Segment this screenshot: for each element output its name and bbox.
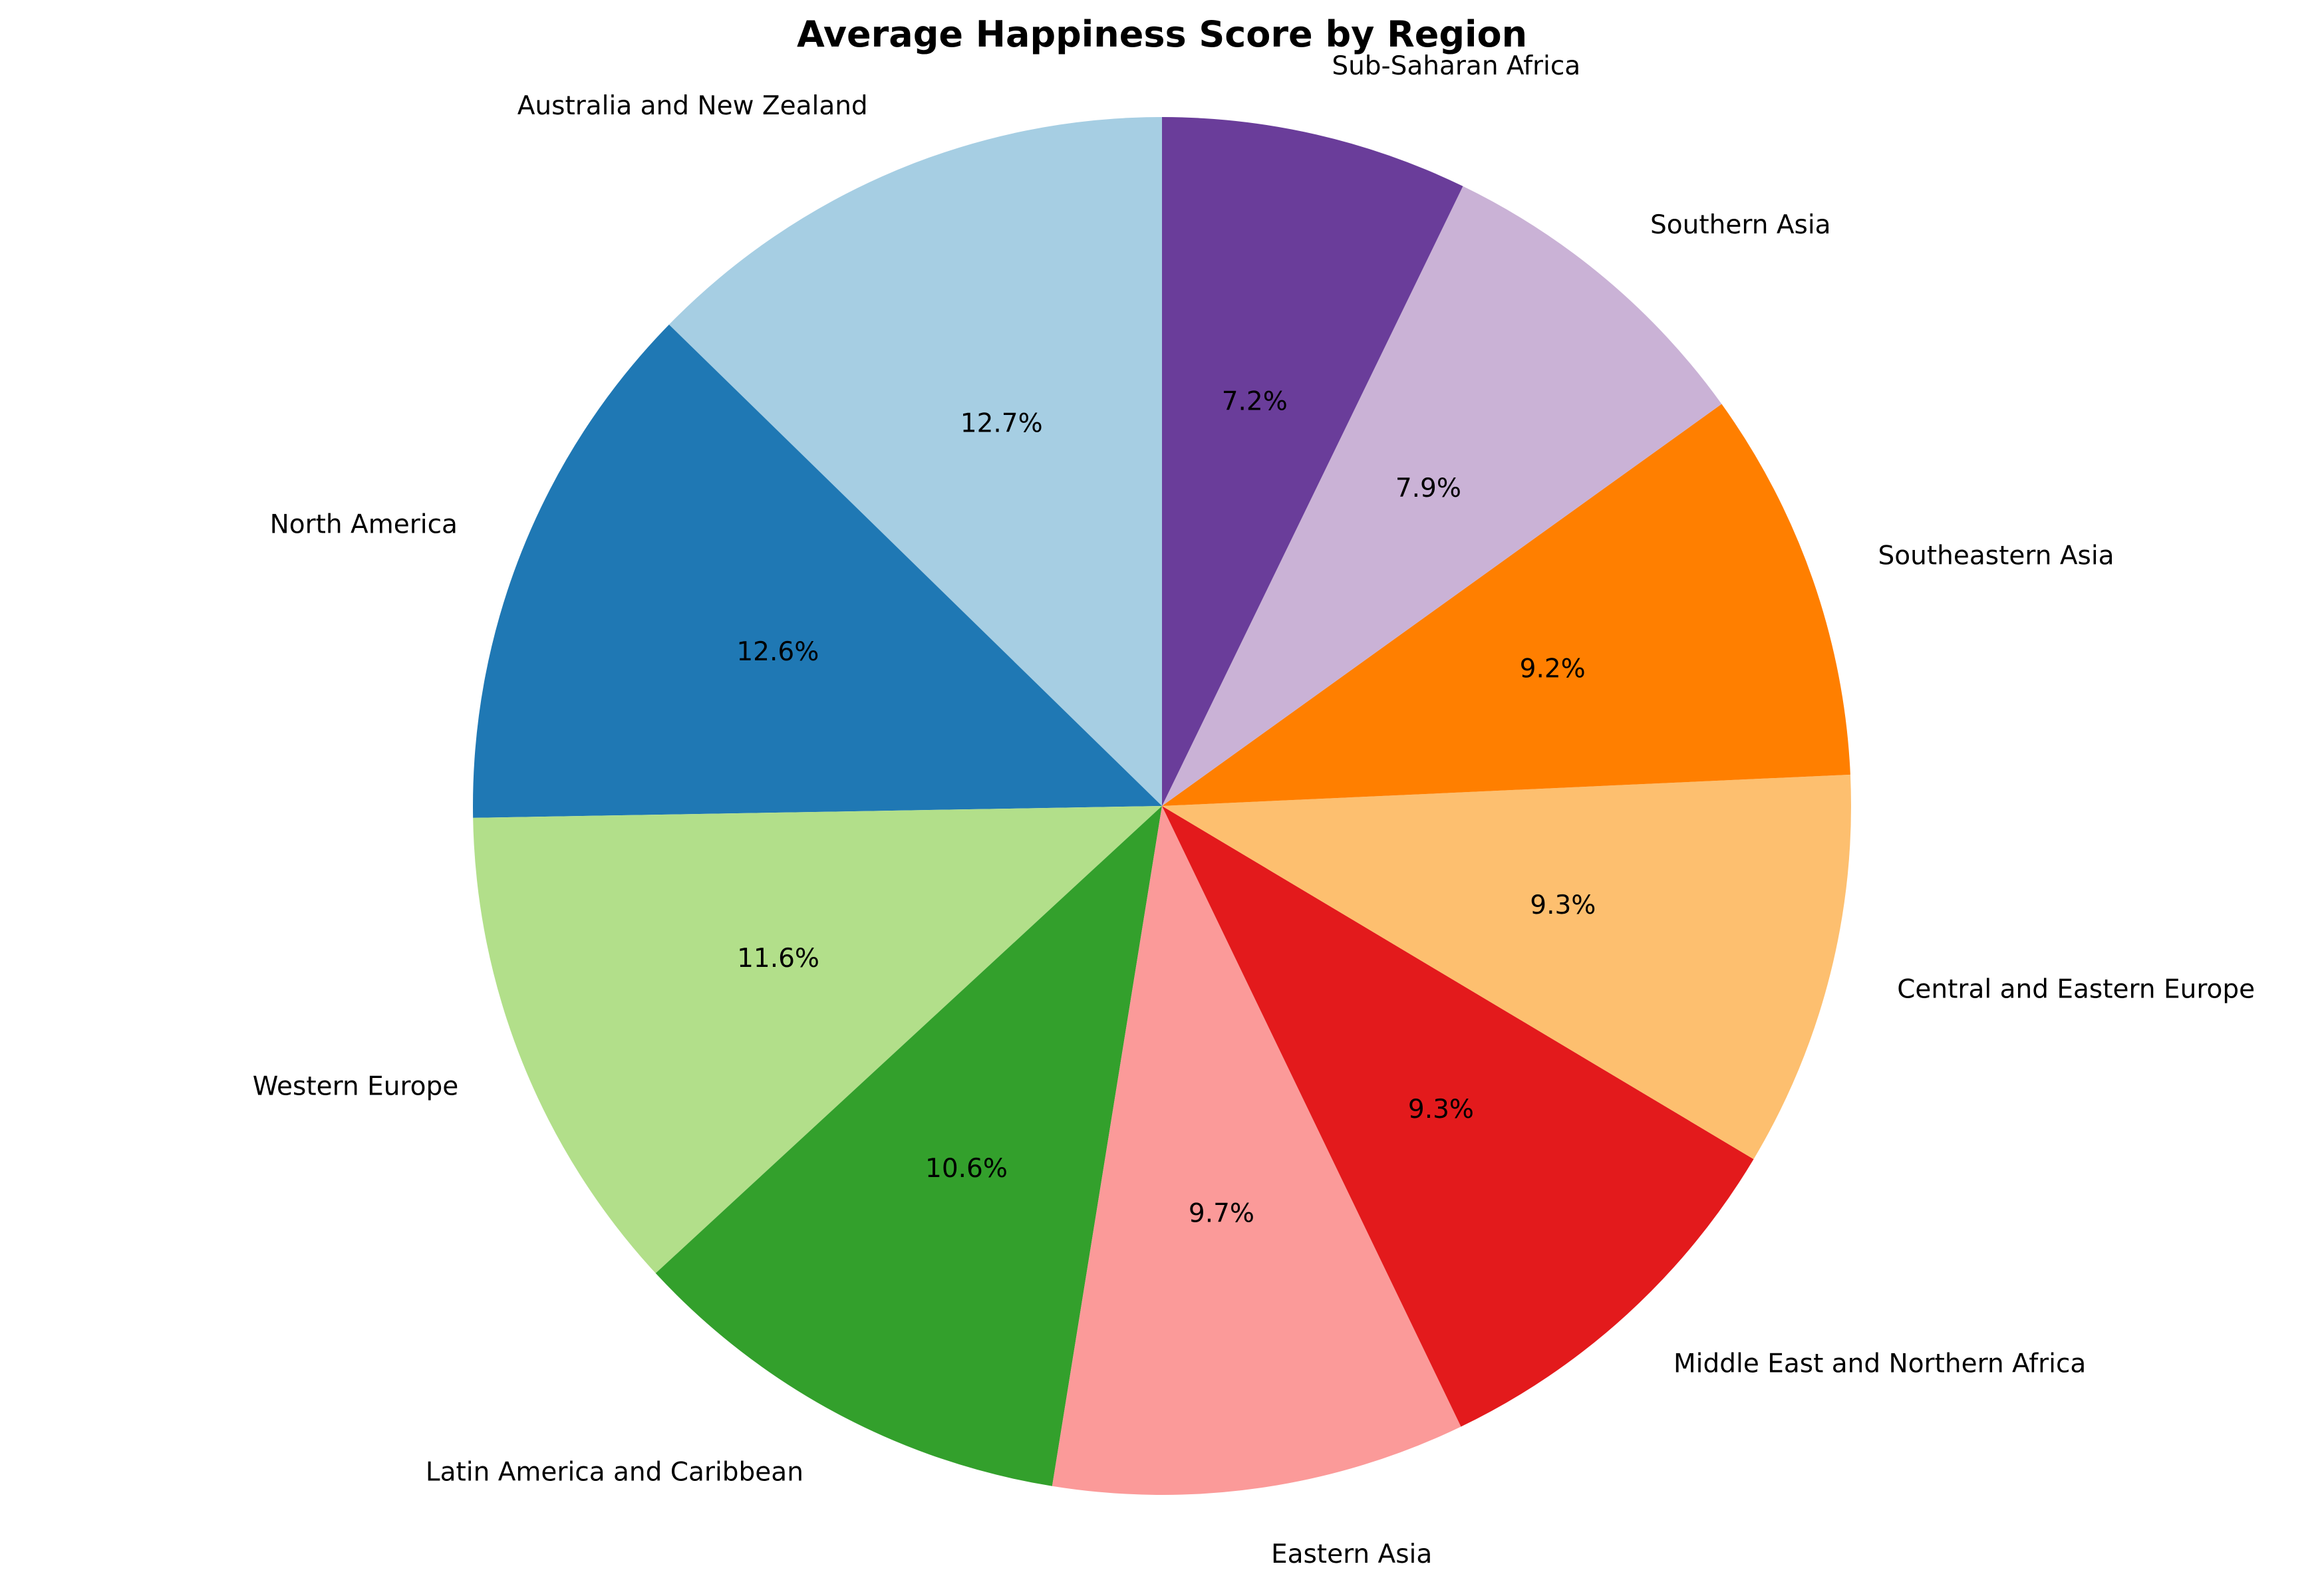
pie-slice-latin-america-and-caribbean	[655, 806, 1162, 1486]
pie-slice-north-america	[473, 325, 1163, 818]
pie-slice-middle-east-and-northern-africa	[1162, 806, 1754, 1427]
percent-label-middle-east-and-northern-africa: 9.3%	[1408, 1095, 1474, 1125]
percent-label-sub-saharan-africa: 7.2%	[1222, 387, 1288, 417]
percent-label-southeastern-asia: 9.2%	[1520, 654, 1586, 684]
percent-label-eastern-asia: 9.7%	[1189, 1199, 1254, 1229]
percent-label-central-and-eastern-europe: 9.3%	[1530, 890, 1596, 920]
slice-label-middle-east-and-northern-africa: Middle East and Northern Africa	[1673, 1349, 2086, 1379]
percent-label-western-europe: 11.6%	[737, 944, 819, 974]
pie-slice-western-europe	[473, 806, 1163, 1273]
percent-label-australia-and-new-zealand: 12.7%	[960, 409, 1043, 439]
pie-slice-australia-and-new-zealand	[668, 117, 1162, 806]
pie-slice-southeastern-asia	[1162, 404, 1850, 806]
slice-label-sub-saharan-africa: Sub-Saharan Africa	[1332, 51, 1580, 81]
slice-label-eastern-asia: Eastern Asia	[1271, 1539, 1432, 1569]
percent-label-southern-asia: 7.9%	[1395, 473, 1461, 503]
slice-label-north-america: North America	[270, 510, 458, 540]
slice-label-latin-america-and-caribbean: Latin America and Caribbean	[426, 1458, 803, 1488]
slice-labels: Australia and New Zealand North America We…	[253, 51, 2255, 1569]
pie-slice-eastern-asia	[1052, 806, 1461, 1495]
percent-label-north-america: 12.6%	[736, 637, 819, 667]
percent-label-latin-america-and-caribbean: 10.6%	[925, 1154, 1008, 1184]
slice-label-western-europe: Western Europe	[253, 1072, 459, 1102]
slice-label-southeastern-asia: Southeastern Asia	[1878, 541, 2114, 571]
pie-slice-sub-saharan-africa	[1162, 117, 1463, 806]
slice-label-southern-asia: Southern Asia	[1650, 210, 1831, 240]
slice-label-australia-and-new-zealand: Australia and New Zealand	[517, 91, 868, 121]
pie-slice-central-and-eastern-europe	[1162, 774, 1852, 1160]
chart-title: Average Happiness Score by Region	[797, 13, 1527, 55]
slice-label-central-and-eastern-europe: Central and Eastern Europe	[1897, 974, 2255, 1004]
pie-slices	[473, 117, 1852, 1495]
pie-slice-southern-asia	[1162, 186, 1722, 806]
percent-labels: 12.7% 12.6% 11.6% 10.6% 9.7% 9.3% 9.3% 9.2% 7.9%…	[736, 387, 1596, 1229]
